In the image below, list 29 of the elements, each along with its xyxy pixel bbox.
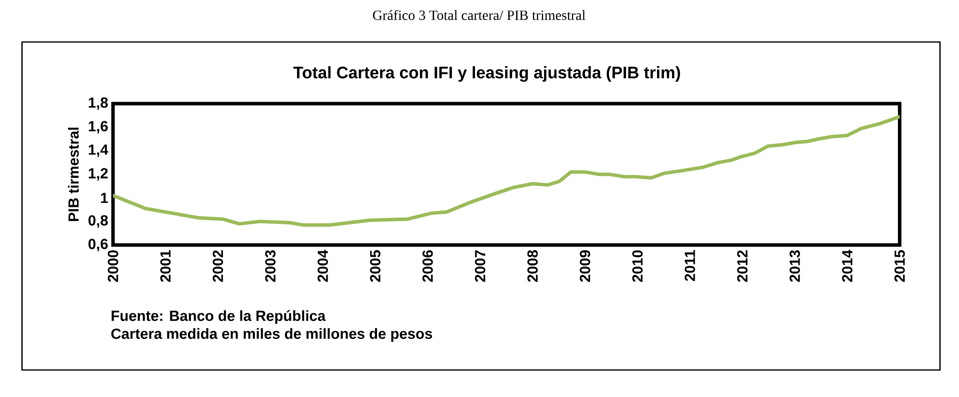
text: Cartera medida en miles de millones de pesos bbox=[111, 328, 432, 342]
x-tick-label: 2012 bbox=[737, 250, 748, 282]
y-tick-label: 1,2 bbox=[88, 168, 108, 181]
x-tick-label: 2003 bbox=[265, 250, 276, 282]
x-tick-label: 2014 bbox=[842, 250, 852, 282]
x-tick-label: 2015 bbox=[894, 250, 905, 282]
line-series bbox=[113, 114, 900, 227]
x-tick-label: 2000 bbox=[108, 250, 118, 282]
x-tick-label: 2013 bbox=[790, 250, 800, 282]
x-tick-label: 2002 bbox=[212, 250, 224, 282]
y-tick-label: 0,6 bbox=[88, 238, 108, 252]
y-tick-label: 1,4 bbox=[88, 144, 108, 157]
x-tick-label: 2004 bbox=[318, 250, 328, 282]
x-tick-label: 2005 bbox=[370, 250, 380, 282]
chart-title: Gráfico 3 Total cartera/ PIB trimestral bbox=[372, 10, 586, 20]
y-tick-label: 1,8 bbox=[88, 97, 108, 110]
x-tick-label: 2010 bbox=[632, 250, 643, 282]
x-tick-label: 2008 bbox=[527, 250, 538, 282]
y-axis-title: PIB tirmestral bbox=[68, 128, 79, 222]
x-tick-label: 2007 bbox=[474, 250, 486, 282]
x-tick-label: 2011 bbox=[684, 250, 696, 282]
y-tick-label: 1 bbox=[101, 192, 108, 203]
x-tick-label: 2006 bbox=[422, 250, 433, 282]
x-tick-label: 2009 bbox=[580, 250, 590, 282]
y-tick-label: 0,8 bbox=[88, 215, 108, 228]
source-note: Fuente: Banco de la República bbox=[112, 310, 326, 324]
chart-subtitle: Total Cartera con IFI y leasing ajustada (PIB trim) bbox=[293, 66, 680, 82]
y-tick-label: 1,6 bbox=[88, 120, 108, 134]
x-tick-label: 2001 bbox=[160, 250, 171, 282]
